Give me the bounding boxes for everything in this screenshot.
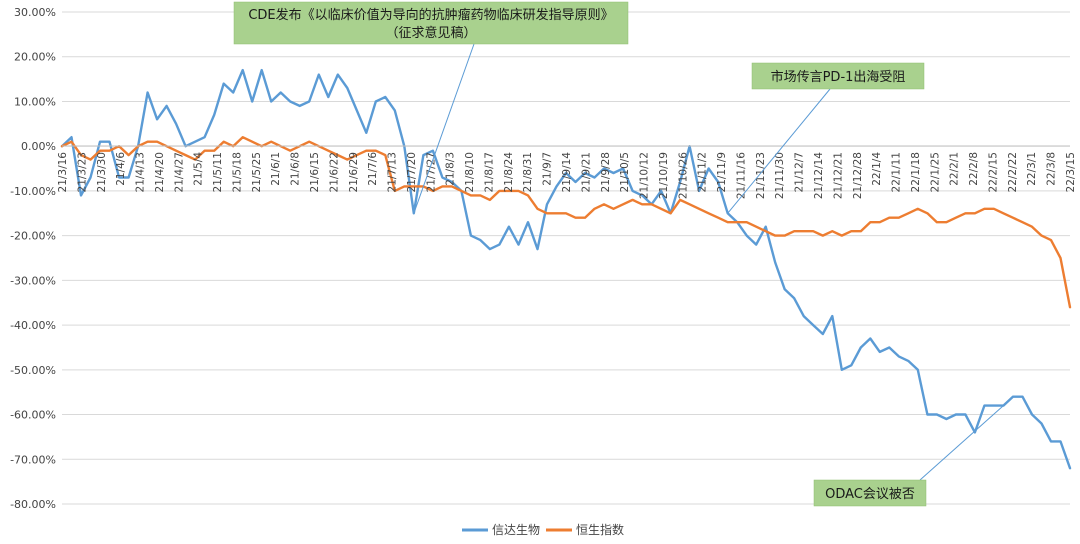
annotation-box bbox=[813, 479, 927, 507]
x-tick-label: 22/2/22 bbox=[1007, 152, 1019, 192]
series-lines bbox=[60, 68, 1072, 470]
x-tick-label: 21/9/21 bbox=[580, 152, 592, 192]
x-tick-label: 21/6/8 bbox=[290, 152, 302, 186]
x-tick-label: 22/1/18 bbox=[910, 152, 922, 192]
y-tick-label: -30.00% bbox=[10, 274, 56, 287]
x-tick-label: 21/8/31 bbox=[522, 152, 534, 192]
annotation-text: ODAC会议被否 bbox=[825, 487, 915, 502]
x-tick-label: 21/6/15 bbox=[309, 152, 321, 192]
x-tick-label: 21/12/14 bbox=[813, 152, 825, 199]
x-tick-label: 21/8/24 bbox=[503, 152, 515, 193]
x-tick-label: 21/7/20 bbox=[406, 152, 418, 192]
y-tick-label: -40.00% bbox=[10, 319, 56, 332]
annotation-pointer bbox=[919, 405, 1004, 481]
x-tick-label: 21/11/16 bbox=[735, 152, 747, 199]
y-tick-label: -80.00% bbox=[10, 498, 56, 511]
x-tick-label: 21/10/5 bbox=[619, 152, 631, 192]
x-tick-label: 21/12/7 bbox=[794, 152, 806, 192]
y-tick-label: -10.00% bbox=[10, 185, 56, 198]
x-tick-label: 21/9/7 bbox=[542, 152, 554, 186]
y-tick-label: 0.00% bbox=[21, 140, 56, 153]
x-tick-label: 21/8/17 bbox=[483, 152, 495, 192]
annotation-pd1: 市场传言PD-1出海受阻 bbox=[727, 62, 925, 214]
x-tick-label: 21/7/13 bbox=[387, 152, 399, 192]
x-tick-label: 21/5/11 bbox=[212, 152, 224, 192]
x-tick-label: 21/5/4 bbox=[193, 152, 205, 186]
x-tick-label: 22/1/4 bbox=[871, 152, 883, 186]
x-tick-label: 21/7/6 bbox=[367, 152, 379, 186]
x-tick-label: 22/3/1 bbox=[1026, 152, 1038, 186]
series-line-hsi bbox=[60, 135, 1072, 309]
x-tick-label: 22/1/25 bbox=[929, 152, 941, 192]
x-tick-label: 21/10/12 bbox=[639, 152, 651, 199]
x-tick-label: 22/3/8 bbox=[1046, 152, 1058, 186]
x-tick-label: 21/11/9 bbox=[716, 152, 728, 192]
y-axis: 30.00% 20.00% 10.00% 0.00% -10.00% -20.00% -30… bbox=[10, 6, 56, 511]
annotation-text: 市场传言PD-1出海受阻 bbox=[771, 69, 906, 85]
x-tick-label: 21/9/28 bbox=[600, 152, 612, 192]
x-tick-label: 21/5/18 bbox=[231, 152, 243, 192]
legend: 信达生物 恒生指数 bbox=[462, 522, 624, 537]
x-tick-label: 21/5/25 bbox=[251, 152, 263, 192]
x-axis: 21/3/16 21/3/23 21/3/30 21/4/6 21/4/13 21/4/2… bbox=[57, 145, 1077, 199]
x-tick-label: 21/7/27 bbox=[425, 152, 437, 192]
annotation-cde: CDE发布《以临床价值为导向的抗肿瘤药物临床研发指导原则》 （征求意见稿） bbox=[233, 1, 629, 214]
x-tick-label: 21/3/30 bbox=[96, 152, 108, 192]
x-tick-label: 21/11/30 bbox=[774, 152, 786, 199]
x-tick-label: 21/4/13 bbox=[135, 152, 147, 192]
x-tick-label: 21/4/27 bbox=[173, 152, 185, 192]
series-line-xinda bbox=[60, 68, 1072, 470]
x-tick-label: 22/2/8 bbox=[968, 152, 980, 186]
gridlines bbox=[62, 11, 1070, 505]
x-tick-label: 21/8/10 bbox=[464, 152, 476, 192]
x-tick-label: 21/4/20 bbox=[154, 152, 166, 192]
y-tick-label: -50.00% bbox=[10, 364, 56, 377]
annotation-pointer bbox=[413, 43, 475, 214]
x-tick-label: 22/3/15 bbox=[1065, 152, 1077, 192]
x-tick-label: 21/6/1 bbox=[270, 152, 282, 186]
x-tick-label: 21/10/19 bbox=[658, 152, 670, 199]
annotation-text: CDE发布《以临床价值为导向的抗肿瘤药物临床研发指导原则》 bbox=[248, 7, 613, 23]
y-tick-label: 30.00% bbox=[14, 6, 56, 19]
annotation-pointer bbox=[727, 88, 831, 214]
x-tick-label: 21/3/16 bbox=[57, 152, 69, 193]
legend-item-xinda: 信达生物 bbox=[462, 523, 540, 537]
x-tick-label: 22/1/11 bbox=[891, 152, 903, 192]
annotation-text: （征求意见稿） bbox=[385, 25, 476, 41]
annotation-odac: ODAC会议被否 bbox=[813, 405, 1004, 507]
x-tick-label: 22/2/1 bbox=[949, 152, 961, 186]
x-tick-label: 21/11/2 bbox=[697, 152, 709, 192]
x-tick-label: 21/12/21 bbox=[832, 152, 844, 199]
x-tick-label: 21/10/26 bbox=[677, 152, 689, 199]
legend-item-hsi: 恒生指数 bbox=[546, 522, 624, 537]
y-tick-label: -20.00% bbox=[10, 230, 56, 243]
x-tick-label: 22/2/15 bbox=[987, 152, 999, 192]
x-tick-label: 21/12/28 bbox=[852, 152, 864, 199]
x-tick-label: 21/3/23 bbox=[76, 152, 88, 192]
y-tick-label: 10.00% bbox=[14, 95, 56, 108]
annotations: CDE发布《以临床价值为导向的抗肿瘤药物临床研发指导原则》 （征求意见稿） 市场传言… bbox=[233, 1, 1004, 507]
x-tick-label: 21/4/6 bbox=[115, 152, 127, 186]
x-tick-label: 21/11/23 bbox=[755, 152, 767, 199]
x-tick-label: 21/6/29 bbox=[348, 152, 360, 192]
x-tick-label: 21/6/22 bbox=[328, 152, 340, 192]
y-tick-label: 20.00% bbox=[14, 51, 56, 64]
y-tick-label: -60.00% bbox=[10, 409, 56, 422]
y-tick-label: -70.00% bbox=[10, 453, 56, 466]
x-tick-label: 21/9/14 bbox=[561, 152, 573, 193]
annotation-box bbox=[233, 1, 629, 45]
legend-label: 恒生指数 bbox=[576, 522, 624, 537]
legend-label: 信达生物 bbox=[492, 523, 540, 537]
annotation-box bbox=[751, 62, 925, 90]
x-tick-label: 21/8/3 bbox=[445, 152, 457, 186]
